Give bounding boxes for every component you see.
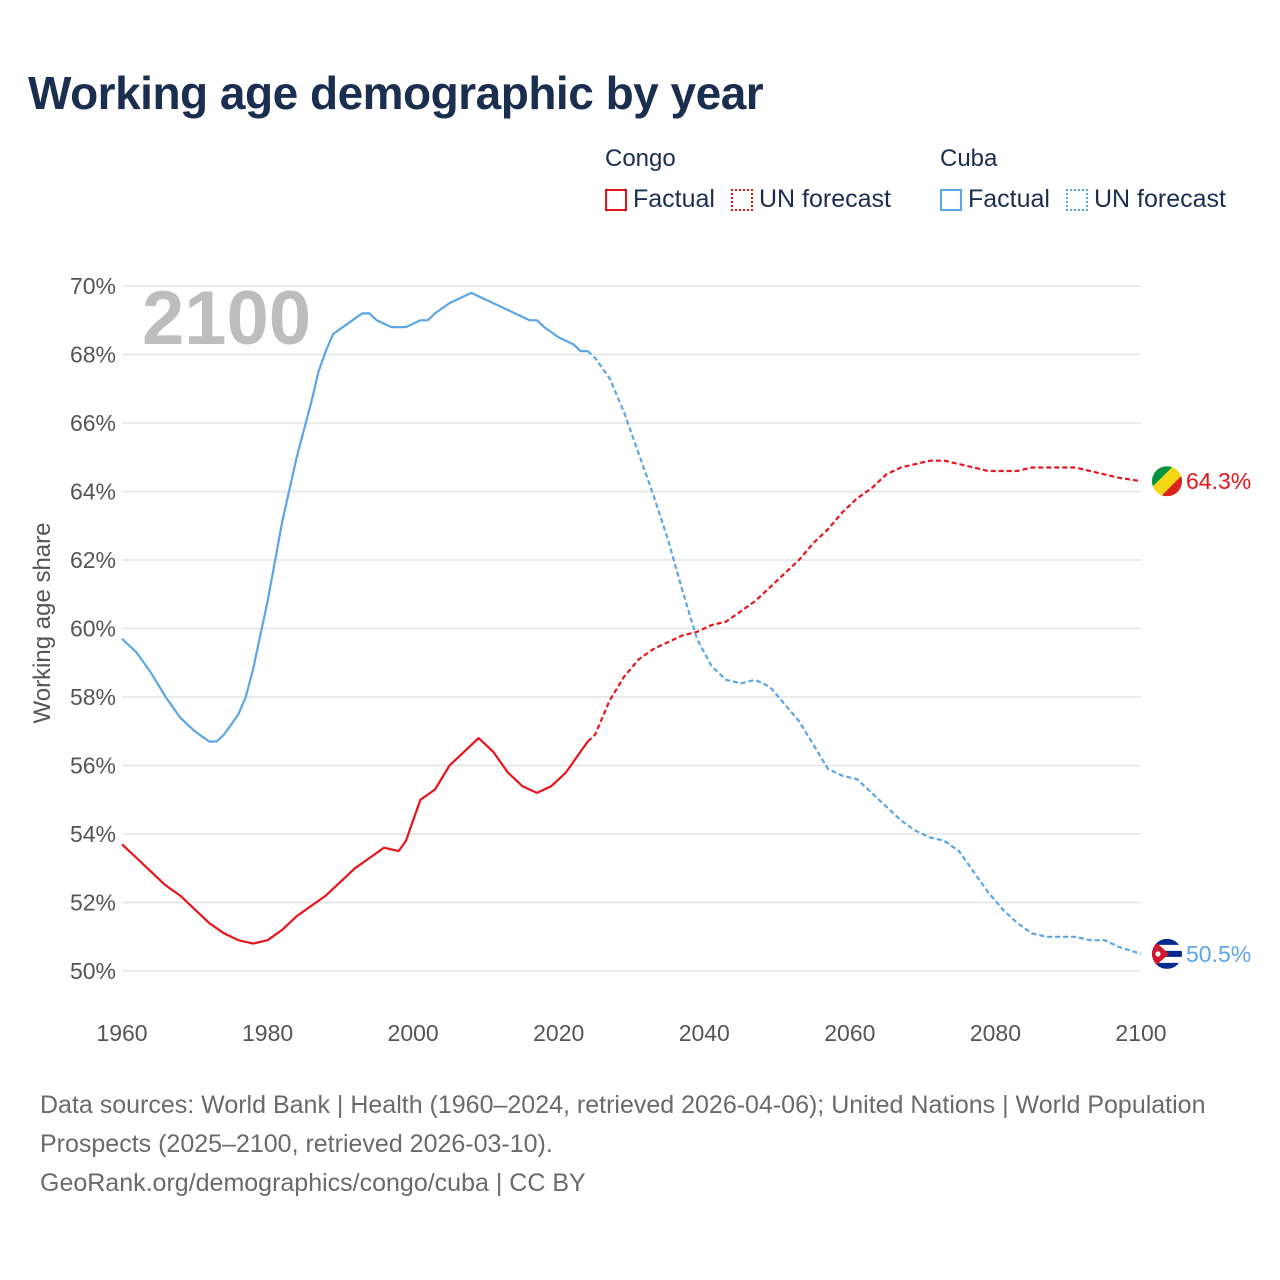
x-tick-label: 1980 <box>242 1020 293 1046</box>
legend-label: Factual <box>633 185 715 213</box>
y-tick-label: 52% <box>70 890 116 916</box>
data-sources: Data sources: World Bank | Health (1960–… <box>40 1091 1206 1158</box>
x-tick-label: 2080 <box>970 1020 1021 1046</box>
y-tick-label: 58% <box>70 684 116 710</box>
x-tick-label: 2040 <box>679 1020 730 1046</box>
legend-swatch-solid <box>940 188 962 211</box>
legend-item-congo-factual[interactable]: Factual <box>605 185 715 214</box>
y-tick-label: 54% <box>70 821 116 847</box>
y-tick-label: 50% <box>70 958 116 984</box>
y-tick-label: 60% <box>70 616 116 642</box>
end-value-label: 64.3% <box>1186 468 1251 494</box>
credit-link[interactable]: GeoRank.org/demographics/congo/cuba | CC… <box>40 1169 586 1197</box>
legend-label: UN forecast <box>1093 185 1226 213</box>
legend-group-label: Cuba <box>940 145 998 172</box>
series-line-cuba-factual[interactable] <box>121 291 588 743</box>
cuba-flag-icon <box>1152 938 1182 969</box>
y-tick-label: 68% <box>70 342 116 368</box>
congo-flag-icon <box>1152 466 1182 497</box>
legend-item-congo-forecast[interactable]: UN forecast <box>730 185 891 214</box>
end-value-label: 50.5% <box>1186 941 1251 967</box>
year-watermark: 2100 <box>142 276 311 361</box>
x-tick-label: 2060 <box>824 1020 875 1046</box>
y-tick-label: 64% <box>70 479 116 505</box>
y-tick-label: 56% <box>70 753 116 779</box>
y-tick-label: 70% <box>70 273 116 299</box>
grid-lines <box>122 285 1141 972</box>
legend-label: Factual <box>968 185 1050 213</box>
legend-group-label: Congo <box>605 145 676 172</box>
x-tick-label: 2020 <box>533 1020 584 1046</box>
footer: Data sources: World Bank | Health (1960–… <box>40 1086 1220 1203</box>
legend-swatch-dotted <box>730 188 753 211</box>
x-tick-label: 1960 <box>96 1020 147 1046</box>
legend-group-cuba: Cuba Factual UN forecast <box>940 145 1226 214</box>
series-lines <box>121 291 1142 955</box>
x-tick-label: 2100 <box>1115 1020 1166 1046</box>
y-axis-label: Working age share <box>29 523 56 724</box>
x-axis: 1960 1980 2000 2020 2040 2060 2080 2100 <box>96 1020 1166 1046</box>
end-labels: 64.3% 50.5% <box>1152 466 1251 969</box>
series-line-congo-factual[interactable] <box>121 737 589 945</box>
legend-swatch-solid <box>605 188 627 211</box>
y-tick-label: 62% <box>70 547 116 573</box>
series-line-cuba-forecast[interactable] <box>587 350 1142 955</box>
line-chart: 2100 50% 52% 54% 56% 58% 60% 62% 64% 66% 68% 70% 1… <box>29 273 1251 1046</box>
legend-swatch-dotted <box>1065 188 1088 211</box>
legend-label: UN forecast <box>758 185 891 213</box>
legend-item-cuba-factual[interactable]: Factual <box>940 185 1050 214</box>
legend-group-congo: Congo Factual UN forecast <box>605 145 891 214</box>
chart-title: Working age demographic by year <box>28 67 764 119</box>
y-axis: 50% 52% 54% 56% 58% 60% 62% 64% 66% 68% 70% <box>70 273 116 984</box>
series-line-congo-forecast[interactable] <box>587 459 1142 743</box>
x-tick-label: 2000 <box>388 1020 439 1046</box>
y-tick-label: 66% <box>70 410 116 436</box>
legend-item-cuba-forecast[interactable]: UN forecast <box>1065 185 1226 214</box>
